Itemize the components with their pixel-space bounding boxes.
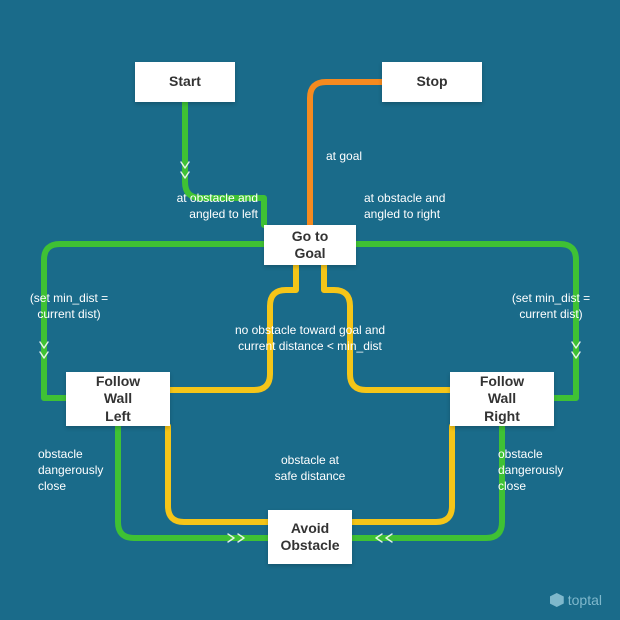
edge-label-set-min-r: (set min_dist = current dist) <box>486 290 616 322</box>
edge-label-danger-r: obstacle dangerously close <box>498 446 608 495</box>
edge-label-safe: obstacle at safe distance <box>230 452 390 484</box>
branding: toptal <box>550 592 602 608</box>
node-follow-wall-r: Follow Wall Right <box>450 372 554 426</box>
node-start: Start <box>135 62 235 102</box>
node-avoid-obstacle: Avoid Obstacle <box>268 510 352 564</box>
edge-label-at-goal: at goal <box>326 148 406 164</box>
edge-label-angled-right: at obstacle and angled to right <box>364 190 514 222</box>
edge-label-no-obstacle: no obstacle toward goal and current dist… <box>190 322 430 354</box>
edge-label-danger-l: obstacle dangerously close <box>38 446 148 495</box>
edge-label-angled-left: at obstacle and angled to left <box>108 190 258 222</box>
edge-label-set-min-l: (set min_dist = current dist) <box>4 290 134 322</box>
branding-text: toptal <box>568 592 602 608</box>
toptal-icon <box>550 593 564 607</box>
node-follow-wall-l: Follow Wall Left <box>66 372 170 426</box>
node-go-to-goal: Go to Goal <box>264 225 356 265</box>
node-stop: Stop <box>382 62 482 102</box>
